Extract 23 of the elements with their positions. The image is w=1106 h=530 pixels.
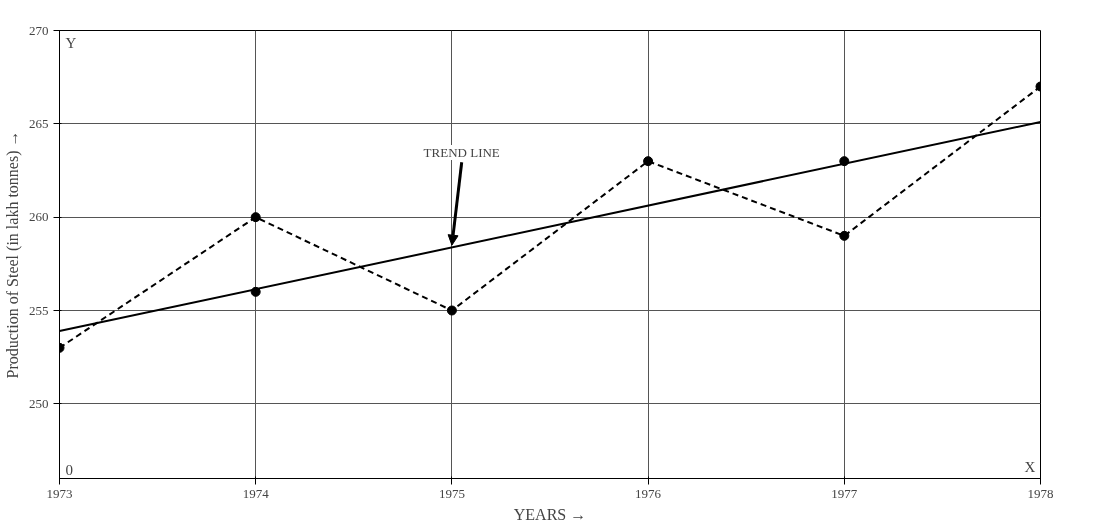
x-tick-label: 1974 xyxy=(242,485,270,501)
point xyxy=(446,305,457,316)
point xyxy=(250,286,261,297)
x-axis-title: YEARS → xyxy=(513,505,587,523)
x-tick-label: 1977 xyxy=(831,485,858,501)
annotation: TREND LINE xyxy=(423,145,500,161)
annotation: X xyxy=(1024,458,1036,475)
y-tick-label: 250 xyxy=(29,395,49,411)
x-tick-label: 1973 xyxy=(46,485,73,501)
point xyxy=(839,156,850,167)
point xyxy=(839,230,850,241)
x-tick-label: 1976 xyxy=(635,485,662,501)
x-tick-label: 1978 xyxy=(1027,485,1054,501)
y-tick-label: 265 xyxy=(29,115,49,131)
point xyxy=(643,156,654,167)
y-tick-label: 270 xyxy=(29,22,49,38)
x-tick-label: 1975 xyxy=(438,485,465,501)
y-tick-label: 255 xyxy=(29,302,49,318)
y-axis-title: Production of Steel (in lakh tonnes) → xyxy=(4,130,22,379)
annotation: Y xyxy=(65,34,77,51)
point xyxy=(250,212,261,223)
annotation: 0 xyxy=(65,461,73,478)
y-tick-label: 260 xyxy=(29,209,49,225)
